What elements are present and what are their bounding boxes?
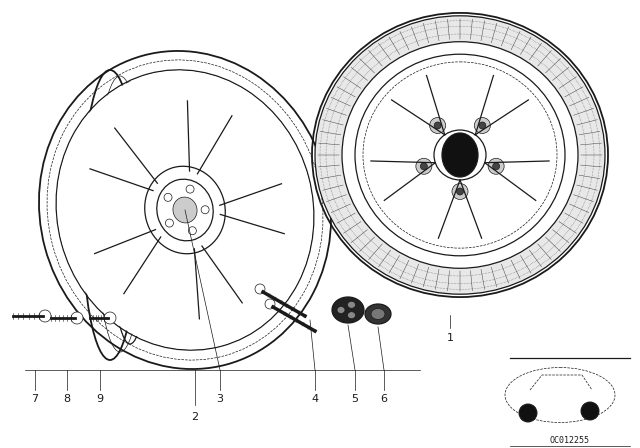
Text: 2: 2 (191, 412, 198, 422)
Circle shape (164, 194, 172, 201)
Text: OC012255: OC012255 (550, 436, 590, 445)
Circle shape (186, 185, 194, 193)
Circle shape (420, 163, 428, 170)
Ellipse shape (39, 310, 51, 322)
Text: 8: 8 (63, 394, 70, 404)
Circle shape (166, 219, 173, 227)
Ellipse shape (342, 42, 578, 268)
Circle shape (479, 122, 486, 129)
Ellipse shape (315, 16, 605, 294)
Ellipse shape (371, 309, 385, 319)
Circle shape (188, 227, 196, 235)
Ellipse shape (355, 54, 565, 256)
Ellipse shape (474, 117, 490, 134)
Ellipse shape (429, 117, 445, 134)
Text: 1: 1 (447, 333, 454, 343)
Circle shape (255, 284, 265, 294)
Text: 5: 5 (351, 394, 358, 404)
Ellipse shape (416, 158, 432, 174)
Circle shape (493, 163, 500, 170)
Text: 7: 7 (31, 394, 38, 404)
Ellipse shape (348, 312, 355, 319)
Ellipse shape (104, 312, 116, 324)
Text: 3: 3 (216, 394, 223, 404)
Ellipse shape (71, 312, 83, 324)
Ellipse shape (348, 302, 355, 308)
Circle shape (581, 402, 599, 420)
Ellipse shape (332, 297, 364, 323)
Circle shape (434, 122, 441, 129)
Ellipse shape (488, 158, 504, 174)
Circle shape (456, 188, 463, 195)
Ellipse shape (365, 304, 391, 324)
Circle shape (201, 206, 209, 214)
Ellipse shape (442, 133, 478, 177)
Circle shape (519, 404, 537, 422)
Ellipse shape (337, 306, 345, 314)
Ellipse shape (173, 197, 197, 223)
Ellipse shape (452, 184, 468, 199)
Text: 9: 9 (97, 394, 104, 404)
Text: 4: 4 (312, 394, 319, 404)
Circle shape (265, 299, 275, 309)
Ellipse shape (57, 71, 313, 349)
Text: 6: 6 (381, 394, 387, 404)
Ellipse shape (157, 179, 213, 241)
